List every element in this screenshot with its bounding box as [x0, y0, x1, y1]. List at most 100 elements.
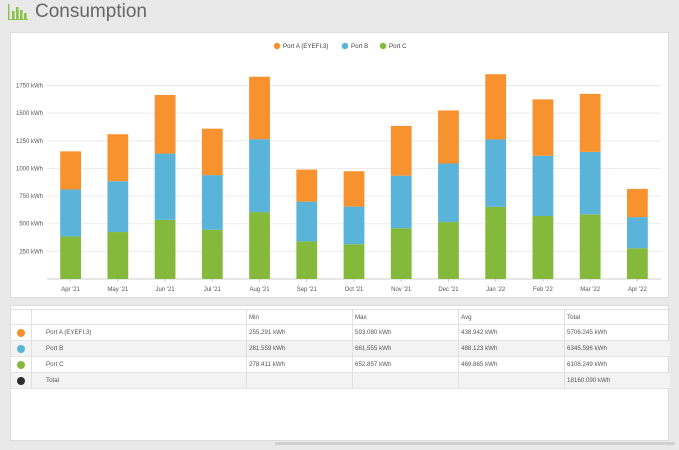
column-divider — [458, 357, 459, 373]
x-tick-label: Jun '21 — [155, 287, 175, 293]
bar-port-a-eyefi-3 — [579, 93, 601, 152]
y-tick-label: 1250 kWh — [16, 139, 43, 145]
bar-port-b — [579, 151, 601, 215]
cell-min: 255.291 kWh — [249, 329, 286, 336]
column-divider — [352, 373, 353, 389]
table-row: Port A (EYEFI.3) 255.291 kWh 593.080 kWh 43… — [11, 325, 670, 341]
column-divider — [352, 341, 353, 357]
cell-max: 593.080 kWh — [355, 329, 392, 336]
cell-avg: 469.865 kWh — [461, 361, 498, 368]
summary-table: Min Max Avg Total Port A (EYEFI.3) 255.291 kW… — [11, 309, 670, 389]
column-divider — [458, 325, 459, 341]
column-divider — [352, 357, 353, 373]
series-color-dot — [17, 377, 25, 385]
bar-port-c — [438, 222, 459, 279]
cell-avg: 438.942 kWh — [461, 329, 498, 336]
bar-port-c — [154, 219, 176, 279]
legend-label: Port A (EYEFI.3) — [283, 43, 328, 50]
cell-total: 6345.596 kWh — [567, 345, 607, 352]
bar-chart-icon — [8, 3, 28, 20]
column-header-min: Min — [249, 314, 259, 321]
bar-port-a-eyefi-3 — [249, 76, 270, 140]
x-tick-label: Jan '22 — [486, 287, 506, 293]
column-divider — [246, 373, 247, 389]
bar-port-b — [390, 175, 412, 229]
x-tick-label: Mar '22 — [580, 287, 600, 293]
cell-name: Port A (EYEFI.3) — [46, 329, 92, 336]
cell-max: 652.857 kWh — [355, 361, 392, 368]
horizontal-scrollbar[interactable] — [275, 442, 675, 445]
bar-port-b — [60, 189, 82, 237]
column-divider — [564, 373, 565, 389]
chart-panel: 250 kWh 500 kWh 750 kWh 1000 kWh 1250 kWh 150… — [10, 32, 669, 298]
legend-marker — [341, 42, 349, 50]
series-color-dot — [17, 329, 25, 337]
consumption-chart: 250 kWh 500 kWh 750 kWh 1000 kWh 1250 kWh 150… — [16, 42, 661, 293]
bar-port-a-eyefi-3 — [485, 74, 507, 140]
column-divider — [31, 373, 32, 389]
column-divider — [352, 325, 353, 341]
bar-port-b — [485, 139, 507, 207]
column-divider — [31, 325, 32, 341]
bar-port-b — [532, 155, 554, 216]
bar-port-b — [626, 217, 648, 249]
cell-max: 661.555 kWh — [355, 345, 392, 352]
bar-port-b — [154, 153, 176, 220]
cell-name: Port C — [46, 361, 64, 368]
bar-port-c — [201, 229, 223, 279]
column-divider — [458, 310, 459, 326]
bar-port-a-eyefi-3 — [626, 188, 648, 218]
bar-port-a-eyefi-3 — [296, 169, 318, 202]
legend-label: Port B — [351, 43, 368, 50]
x-tick-label: Oct '21 — [345, 287, 364, 293]
bar-port-c — [60, 236, 82, 279]
column-divider — [564, 341, 565, 357]
y-tick-label: 500 kWh — [19, 222, 43, 228]
bar-port-c — [107, 232, 129, 279]
bar-port-c — [532, 216, 554, 279]
cell-avg: 488.123 kWh — [461, 345, 498, 352]
y-tick-label: 1000 kWh — [16, 166, 43, 172]
summary-table-panel: Min Max Avg Total Port A (EYEFI.3) 255.291 kW… — [10, 305, 670, 441]
cell-min: 278.411 kWh — [249, 361, 286, 368]
bar-port-a-eyefi-3 — [60, 151, 82, 190]
column-divider — [246, 310, 247, 326]
column-header-max: Max — [355, 314, 367, 321]
x-tick-label: Apr '22 — [628, 287, 647, 293]
x-tick-label: Aug '21 — [249, 287, 270, 293]
legend-marker — [379, 42, 387, 50]
legend-marker — [273, 42, 281, 50]
y-tick-label: 750 kWh — [19, 194, 43, 200]
series-color-dot — [17, 345, 25, 353]
column-header-total: Total — [567, 314, 581, 321]
column-divider — [458, 341, 459, 357]
bar-port-c — [579, 214, 601, 279]
column-divider — [246, 325, 247, 341]
column-divider — [31, 357, 32, 373]
bar-port-b — [438, 163, 459, 223]
bar-port-c — [296, 241, 318, 279]
bar-port-c — [626, 248, 648, 279]
page-title: Consumption — [35, 0, 147, 22]
x-tick-label: Sep '21 — [297, 287, 318, 293]
cell-total: 5706.245 kWh — [567, 329, 607, 336]
x-tick-label: May '21 — [107, 287, 128, 293]
y-tick-label: 1750 kWh — [16, 84, 43, 90]
x-tick-label: Dec '21 — [438, 287, 459, 293]
table-row: Total 18160.090 kWh — [11, 373, 670, 389]
bar-port-b — [296, 201, 318, 242]
column-divider — [246, 357, 247, 373]
column-divider — [564, 325, 565, 341]
y-tick-label: 1500 kWh — [16, 111, 43, 117]
cell-total: 18160.090 kWh — [567, 377, 611, 384]
column-divider — [246, 341, 247, 357]
bar-port-b — [343, 206, 365, 245]
column-divider — [458, 373, 459, 389]
column-divider — [31, 310, 32, 326]
column-header-avg: Avg — [461, 314, 472, 321]
series-color-dot — [17, 361, 25, 369]
table-header-row: Min Max Avg Total — [11, 309, 670, 326]
cell-total: 6108.249 kWh — [567, 361, 607, 368]
column-divider — [352, 310, 353, 326]
bar-port-a-eyefi-3 — [107, 134, 129, 182]
